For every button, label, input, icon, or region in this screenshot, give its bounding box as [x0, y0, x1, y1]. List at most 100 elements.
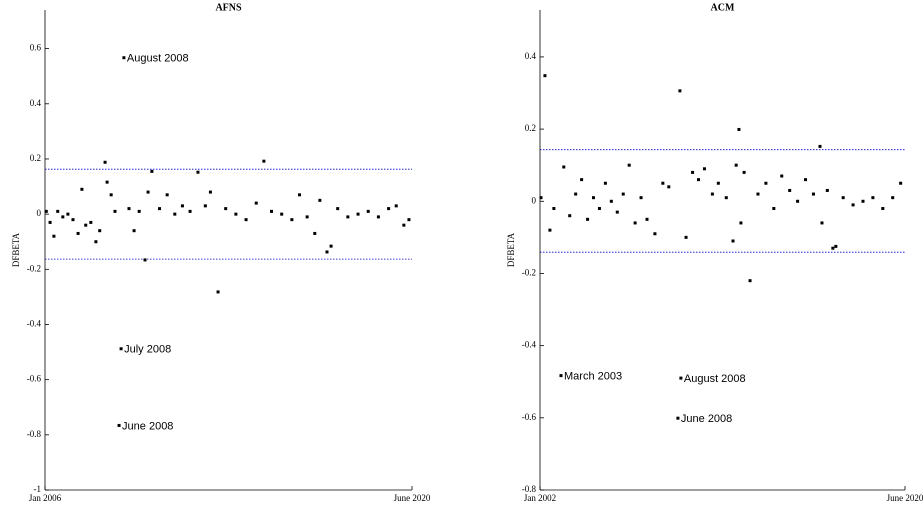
point [615, 210, 619, 214]
point [280, 212, 284, 216]
point [356, 212, 360, 216]
point [52, 234, 56, 238]
point [731, 239, 735, 243]
point [645, 217, 649, 221]
point [98, 229, 102, 233]
point [313, 231, 317, 235]
point [592, 196, 596, 200]
point [150, 169, 154, 173]
y-tick-label: 0.2 [525, 123, 536, 133]
y-tick-label: 0.6 [30, 43, 42, 53]
point [113, 209, 117, 213]
point [298, 193, 302, 197]
chart-title: ACM [711, 2, 735, 13]
point [661, 181, 665, 185]
point [748, 279, 752, 283]
point [871, 196, 875, 200]
point [105, 180, 109, 184]
point [811, 192, 815, 196]
point [780, 174, 784, 178]
y-tick-label: -0.6 [522, 412, 537, 422]
point [117, 423, 121, 427]
point [76, 231, 80, 235]
point [325, 250, 329, 254]
point [127, 207, 131, 211]
point [891, 196, 895, 200]
point [621, 192, 625, 196]
point [224, 207, 228, 211]
point [861, 199, 865, 203]
point [818, 144, 822, 148]
y-tick-label: 0 [37, 208, 42, 218]
point [697, 178, 701, 182]
point [44, 209, 48, 213]
point [290, 218, 294, 222]
point [61, 215, 65, 219]
y-tick-label: 0.4 [30, 98, 42, 108]
point [143, 258, 147, 262]
point [831, 246, 835, 250]
point [676, 416, 680, 420]
point [103, 160, 107, 164]
annotation: July 2008 [124, 344, 171, 356]
y-tick-label: -1 [34, 484, 42, 494]
point [639, 196, 643, 200]
y-tick-label: -0.2 [27, 263, 41, 273]
point [597, 206, 601, 210]
point [146, 190, 150, 194]
point [66, 212, 70, 216]
point [346, 215, 350, 219]
y-axis-label: DFBETA [11, 232, 21, 267]
point [89, 220, 93, 224]
point [394, 204, 398, 208]
point [679, 376, 683, 380]
point [165, 193, 169, 197]
point [109, 193, 113, 197]
point [318, 198, 322, 202]
point [208, 190, 212, 194]
point [402, 223, 406, 227]
point [772, 206, 776, 210]
y-tick-label: 0.2 [30, 153, 41, 163]
point [244, 218, 248, 222]
point [691, 170, 695, 174]
point [562, 165, 566, 169]
point [94, 240, 98, 244]
point [788, 188, 792, 192]
annotation: June 2008 [681, 413, 732, 425]
point [851, 203, 855, 207]
point [702, 167, 706, 171]
annotation: March 2003 [564, 371, 622, 383]
point [137, 209, 141, 213]
point [734, 163, 738, 167]
point [559, 374, 563, 378]
point [796, 199, 800, 203]
point [180, 204, 184, 208]
y-tick-label: -0.6 [27, 374, 42, 384]
x-tick-label: Jan 2002 [524, 493, 556, 503]
point [262, 159, 266, 163]
point [764, 181, 768, 185]
point [756, 192, 760, 196]
point [543, 74, 547, 78]
point [234, 212, 238, 216]
point [188, 209, 192, 213]
point [203, 204, 207, 208]
point [552, 206, 556, 210]
y-tick-label: -0.8 [522, 484, 537, 494]
point [678, 89, 682, 93]
point [574, 192, 578, 196]
point [119, 347, 123, 351]
point [329, 244, 333, 248]
point [254, 201, 258, 205]
point [609, 199, 613, 203]
point [804, 178, 808, 182]
point [548, 228, 552, 232]
annotation: August 2008 [127, 53, 189, 65]
point [724, 196, 728, 200]
point [71, 218, 75, 222]
point [48, 220, 52, 224]
point [667, 185, 671, 189]
point [684, 235, 688, 239]
